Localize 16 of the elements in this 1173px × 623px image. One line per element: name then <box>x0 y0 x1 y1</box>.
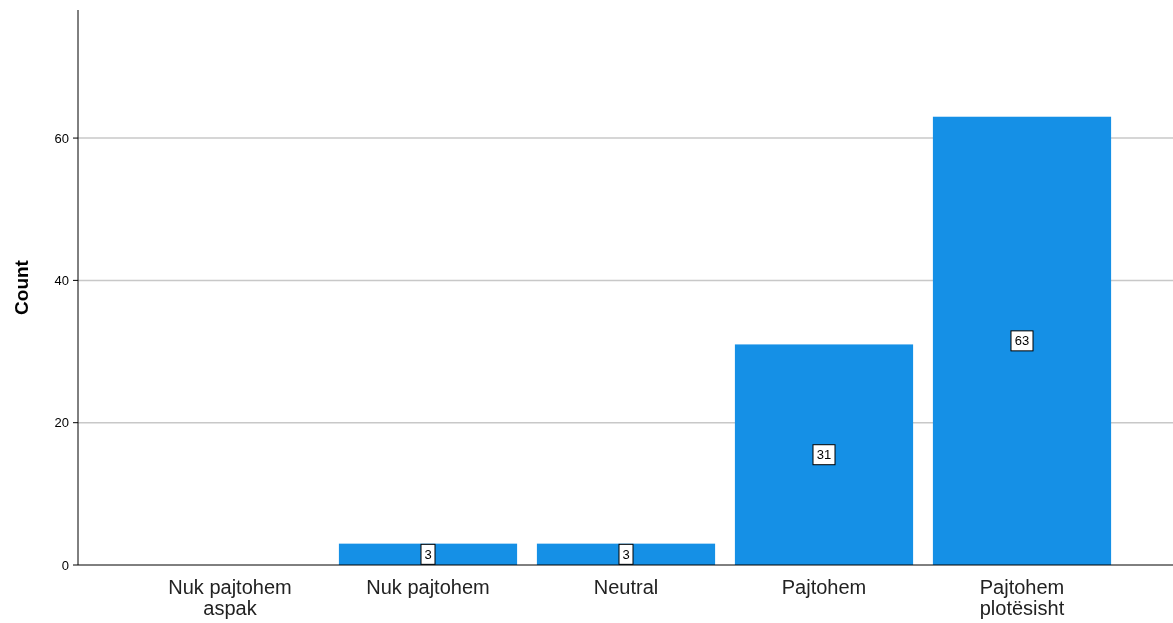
data-label: 31 <box>816 447 832 463</box>
y-axis-title: Count <box>11 259 32 315</box>
y-tick-label: 40 <box>54 272 69 288</box>
bar <box>932 116 1112 565</box>
y-tick-label: 60 <box>54 130 69 146</box>
x-tick-label: Pajtohem <box>781 576 867 598</box>
y-tick-label: 0 <box>61 557 69 573</box>
data-label: 3 <box>424 546 432 562</box>
data-label: 63 <box>1014 333 1030 349</box>
x-tick-label: Pajtohem plotësisht <box>979 576 1065 619</box>
x-tick-label: Nuk pajtohem <box>366 576 490 598</box>
bar <box>734 344 914 565</box>
x-tick-label: Neutral <box>593 576 659 598</box>
y-tick-label: 20 <box>54 415 69 431</box>
data-label: 3 <box>622 546 630 562</box>
x-tick-label: Nuk pajtohem aspak <box>168 576 292 619</box>
